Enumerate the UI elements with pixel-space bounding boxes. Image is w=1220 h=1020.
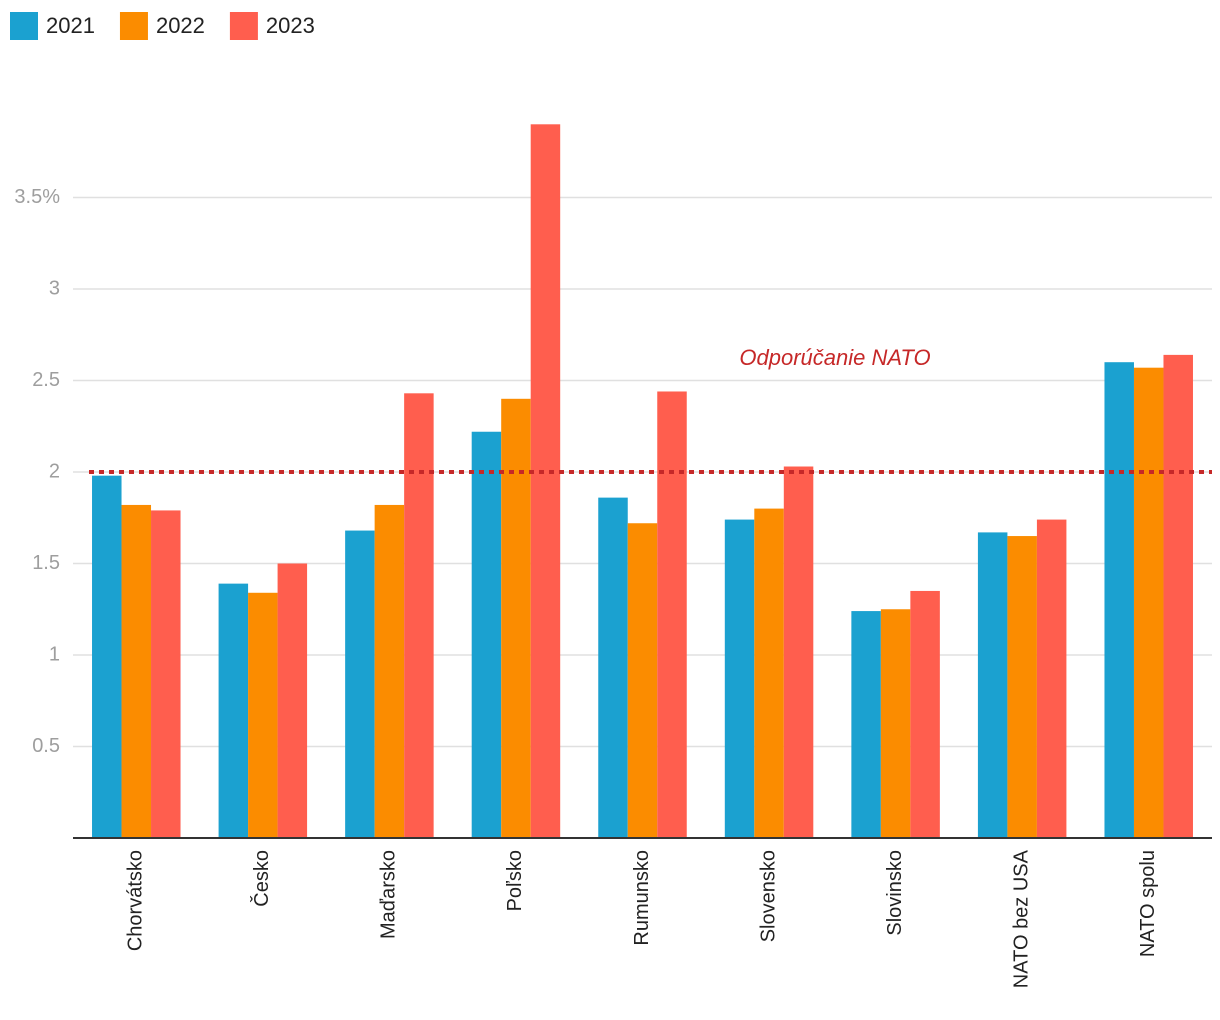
bar bbox=[1163, 354, 1193, 838]
legend-swatch bbox=[229, 12, 258, 40]
bar bbox=[657, 391, 687, 838]
bar bbox=[724, 519, 755, 838]
y-tick-label: 0.5 bbox=[32, 735, 60, 757]
bar bbox=[851, 611, 881, 838]
bar bbox=[1036, 519, 1067, 838]
x-tick-label: NATO spolu bbox=[1137, 850, 1159, 957]
bar bbox=[471, 431, 502, 838]
x-tick-label: Slovinsko bbox=[884, 850, 906, 936]
x-tick-label: Česko bbox=[250, 850, 273, 907]
x-tick-label: Maďarsko bbox=[378, 850, 400, 939]
legend-swatch bbox=[119, 12, 148, 40]
legend-label: 2023 bbox=[266, 13, 315, 38]
bar bbox=[92, 475, 122, 838]
bar bbox=[598, 497, 628, 838]
bar bbox=[404, 393, 434, 838]
legend-label: 2021 bbox=[46, 13, 95, 38]
legend-label: 2022 bbox=[156, 13, 205, 38]
y-tick-label: 1.5 bbox=[32, 552, 60, 574]
bar bbox=[910, 590, 940, 838]
bar bbox=[345, 530, 375, 838]
bar bbox=[121, 504, 152, 838]
y-tick-label: 3.5% bbox=[14, 186, 60, 208]
bar bbox=[754, 508, 784, 838]
x-tick-label: NATO bez USA bbox=[1010, 849, 1032, 988]
bar bbox=[783, 466, 814, 838]
bar bbox=[530, 124, 561, 839]
bar bbox=[627, 523, 658, 838]
bar bbox=[880, 609, 911, 838]
bar bbox=[218, 583, 249, 838]
legend-swatch bbox=[10, 12, 38, 40]
bar bbox=[1133, 367, 1164, 838]
bar bbox=[151, 510, 181, 838]
bar bbox=[977, 532, 1008, 838]
y-tick-label: 2 bbox=[49, 460, 60, 482]
x-tick-label: Poľsko bbox=[504, 850, 526, 911]
x-tick-label: Chorvátsko bbox=[125, 850, 147, 951]
y-tick-label: 3 bbox=[49, 277, 60, 299]
bar bbox=[1104, 362, 1134, 838]
bar bbox=[374, 504, 405, 838]
y-tick-label: 1 bbox=[49, 643, 60, 665]
x-tick-label: Rumunsko bbox=[631, 850, 653, 946]
bar bbox=[277, 563, 308, 838]
reference-label: Odporúčanie NATO bbox=[739, 345, 930, 370]
bar bbox=[1007, 536, 1037, 838]
bar bbox=[248, 592, 278, 838]
bar bbox=[501, 398, 531, 838]
x-tick-label: Slovensko bbox=[757, 850, 779, 942]
y-tick-label: 2.5 bbox=[32, 369, 60, 391]
